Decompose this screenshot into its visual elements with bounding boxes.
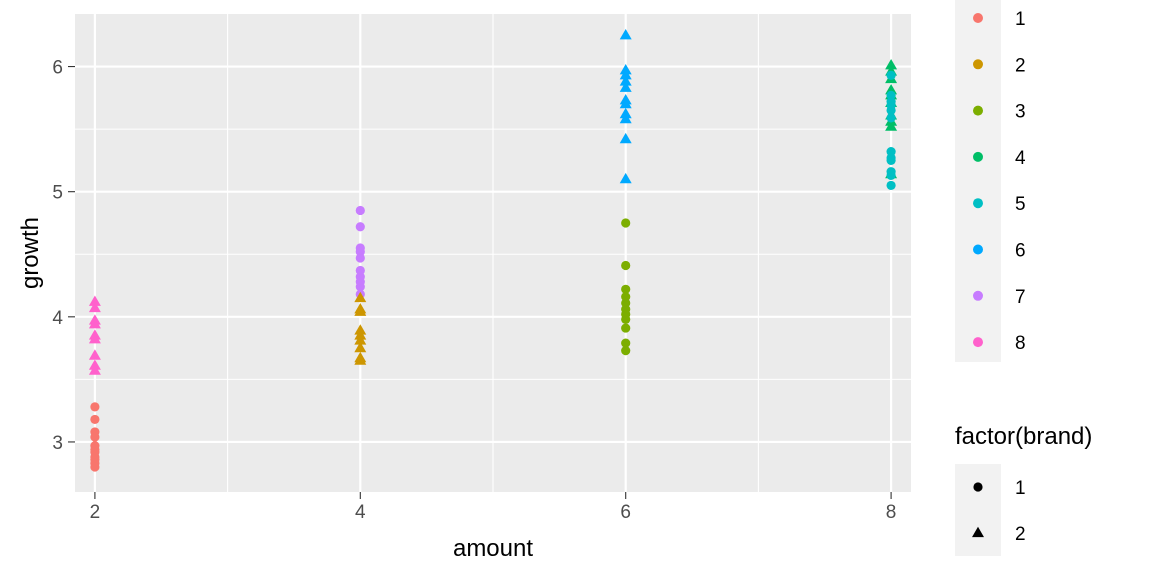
color-legend-label: 1 bbox=[1015, 9, 1026, 30]
color-legend-key bbox=[973, 13, 983, 23]
data-point-triangle bbox=[88, 333, 101, 344]
data-point-circle bbox=[621, 314, 631, 324]
color-legend-label: 7 bbox=[1015, 287, 1026, 308]
data-point-circle bbox=[90, 414, 100, 425]
color-legend: 1 2 3 4 5 6 7 8 bbox=[955, 0, 1026, 362]
color-legend-key bbox=[973, 59, 983, 70]
shape-legend-entries: 12 bbox=[972, 478, 1026, 545]
color-legend-label: 5 bbox=[1015, 194, 1026, 215]
y-tick-label: 4 bbox=[52, 308, 63, 329]
color-legend-key bbox=[973, 337, 983, 348]
data-point-triangle bbox=[88, 364, 101, 375]
data-point-circle bbox=[90, 462, 100, 472]
y-tick-label: 5 bbox=[52, 183, 63, 204]
data-point-circle bbox=[621, 218, 631, 228]
data-point-triangle bbox=[619, 112, 632, 124]
y-axis-tick-labels: 3 4 5 6 bbox=[52, 58, 63, 454]
data-point-triangle bbox=[619, 172, 632, 184]
data-point-triangle bbox=[354, 334, 367, 345]
data-point-circle bbox=[355, 222, 365, 232]
data-point-triangle bbox=[619, 28, 632, 40]
color-legend-entries: 1 2 3 4 5 6 7 8 bbox=[973, 9, 1026, 354]
data-point-triangle bbox=[354, 291, 367, 303]
data-point-circle bbox=[355, 205, 365, 216]
data-point-triangle bbox=[885, 59, 898, 70]
color-legend-label: 2 bbox=[1015, 55, 1026, 76]
shape-legend-label: 1 bbox=[1015, 478, 1026, 499]
data-point-circle bbox=[886, 70, 896, 80]
data-point-circle bbox=[886, 170, 896, 181]
data-point-circle bbox=[621, 346, 631, 356]
color-legend-label: 8 bbox=[1015, 333, 1026, 354]
data-point-triangle bbox=[354, 341, 367, 353]
y-tick-label: 6 bbox=[52, 58, 63, 79]
color-legend-key bbox=[973, 105, 983, 116]
data-point-triangle bbox=[354, 354, 367, 365]
data-points bbox=[88, 28, 898, 472]
minor-gridlines bbox=[75, 14, 911, 492]
data-point-triangle bbox=[88, 318, 101, 329]
data-point-circle bbox=[886, 113, 896, 123]
color-legend-label: 4 bbox=[1015, 148, 1026, 169]
data-point-circle bbox=[621, 260, 631, 271]
color-legend-label: 3 bbox=[1015, 102, 1026, 123]
data-point-circle bbox=[886, 105, 896, 115]
data-point-circle bbox=[886, 180, 896, 191]
shape-legend-key-circle bbox=[973, 482, 983, 492]
color-legend-label: 6 bbox=[1015, 241, 1026, 262]
x-tick-label: 4 bbox=[355, 502, 366, 523]
data-point-triangle bbox=[619, 69, 632, 80]
color-legend-key bbox=[973, 151, 983, 162]
x-tick-label: 6 bbox=[620, 502, 631, 523]
shape-legend-key-triangle bbox=[972, 526, 984, 538]
data-point-triangle bbox=[88, 295, 101, 306]
axis-ticks bbox=[68, 66, 892, 499]
data-point-triangle bbox=[354, 305, 367, 316]
data-point-circle bbox=[90, 432, 100, 442]
data-point-circle bbox=[355, 253, 365, 263]
y-axis-title: growth bbox=[17, 217, 44, 289]
data-point-circle bbox=[621, 284, 631, 294]
data-point-circle bbox=[621, 338, 631, 348]
data-point-triangle bbox=[885, 120, 898, 131]
data-point-triangle bbox=[88, 301, 101, 313]
data-point-circle bbox=[355, 282, 365, 292]
color-legend-key bbox=[973, 290, 983, 301]
x-tick-label: 2 bbox=[90, 502, 101, 523]
x-axis-tick-labels: 2 4 6 8 bbox=[90, 502, 897, 523]
data-point-circle bbox=[886, 155, 896, 166]
data-point-triangle bbox=[619, 75, 632, 86]
x-axis-title: amount bbox=[453, 535, 533, 562]
shape-legend: factor(brand) 12 bbox=[955, 423, 1092, 556]
color-legend-key bbox=[973, 198, 983, 209]
color-legend-key bbox=[973, 244, 983, 255]
data-point-triangle bbox=[619, 132, 632, 144]
data-point-triangle bbox=[619, 97, 632, 109]
shape-legend-label: 2 bbox=[1015, 524, 1026, 545]
y-tick-label: 3 bbox=[52, 433, 63, 454]
data-point-circle bbox=[621, 323, 631, 333]
data-point-triangle bbox=[619, 81, 632, 92]
data-point-circle bbox=[90, 402, 100, 412]
major-gridlines bbox=[75, 14, 911, 492]
data-point-triangle bbox=[88, 349, 101, 360]
color-legend-key-background bbox=[955, 0, 1001, 362]
shape-legend-key-background bbox=[955, 464, 1001, 556]
x-tick-label: 8 bbox=[886, 502, 897, 523]
shape-legend-title: factor(brand) bbox=[955, 423, 1092, 450]
